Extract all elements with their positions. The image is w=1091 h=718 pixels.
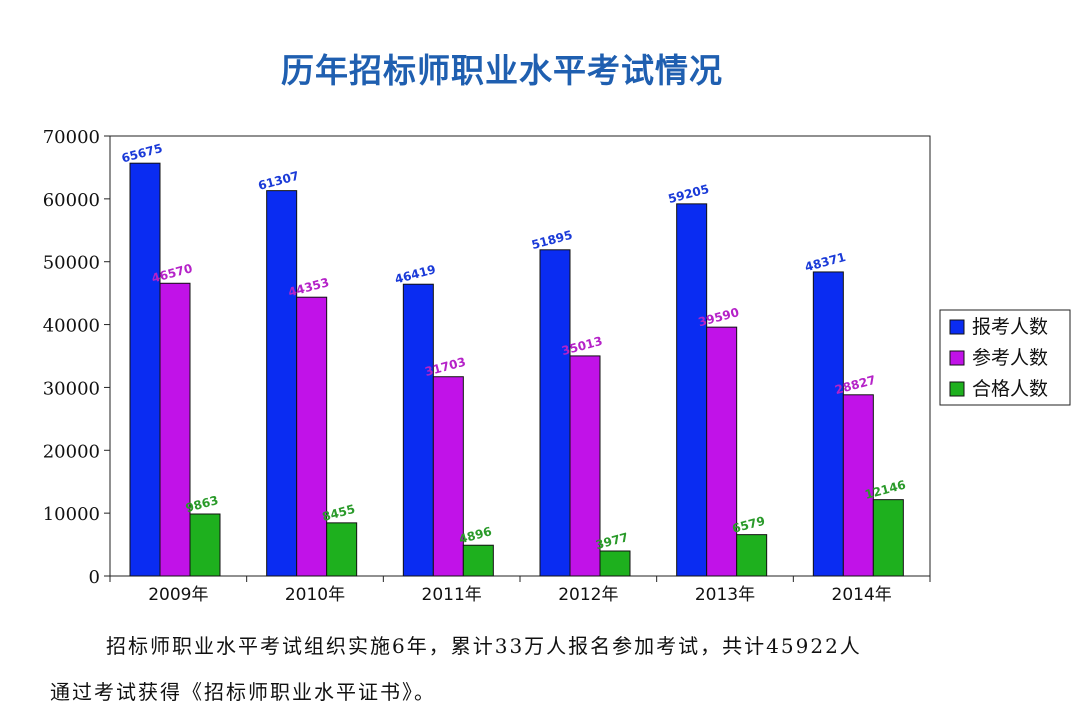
data-label: 51895 xyxy=(530,228,574,252)
y-tick-label: 30000 xyxy=(43,378,100,399)
data-label: 59205 xyxy=(667,182,711,206)
bar xyxy=(539,249,571,577)
bar xyxy=(872,499,904,577)
bar xyxy=(159,282,191,577)
legend-label: 参考人数 xyxy=(972,347,1048,369)
y-tick-label: 70000 xyxy=(43,127,100,148)
bar xyxy=(189,513,221,577)
legend-swatch xyxy=(949,381,965,397)
y-tick-label: 60000 xyxy=(43,190,100,211)
legend-label: 合格人数 xyxy=(972,378,1048,400)
bar xyxy=(736,534,768,577)
bar xyxy=(812,271,844,577)
bar-chart: 0 10000 20000 30000 40000 50000 60000 70000 200… xyxy=(43,127,1071,605)
data-label: 48371 xyxy=(803,250,847,274)
chart-title: 历年招标师职业水平考试情况 xyxy=(281,51,723,90)
y-tick-label: 0 xyxy=(89,567,100,588)
y-tick-label: 10000 xyxy=(43,504,100,525)
bar xyxy=(706,326,738,577)
legend-swatch xyxy=(949,350,965,366)
x-tick-label: 2013年 xyxy=(695,585,755,605)
bar xyxy=(599,550,631,577)
y-tick-label: 40000 xyxy=(43,316,100,337)
bar xyxy=(842,394,874,577)
plot-area-frame xyxy=(109,135,931,577)
x-tick-label: 2014年 xyxy=(832,585,892,605)
caption-line-1: 招标师职业水平考试组织实施6年，累计33万人报名参加考试，共计45922人 xyxy=(106,634,862,658)
bar xyxy=(462,544,494,577)
bar xyxy=(129,162,161,577)
y-tick-label: 20000 xyxy=(43,441,100,462)
bar xyxy=(296,296,328,577)
x-tick-label: 2011年 xyxy=(422,585,482,605)
legend-swatch xyxy=(949,319,965,335)
bars-layer xyxy=(129,162,904,577)
x-tick-label: 2012年 xyxy=(558,585,618,605)
bar xyxy=(326,522,358,577)
bar xyxy=(676,203,708,577)
bar xyxy=(266,190,298,577)
data-labels-layer: 6567561307464195189559205483714657044353… xyxy=(120,141,907,552)
y-tick-label: 50000 xyxy=(43,253,100,274)
y-axis: 0 10000 20000 30000 40000 50000 60000 70000 xyxy=(43,127,110,588)
data-label: 46419 xyxy=(393,262,437,286)
bar xyxy=(432,376,464,577)
bar xyxy=(402,283,434,577)
legend-label: 报考人数 xyxy=(972,316,1048,338)
x-tick-label: 2010年 xyxy=(285,585,345,605)
caption-line-2: 通过考试获得《招标师职业水平证书》。 xyxy=(50,680,436,704)
x-tick-label: 2009年 xyxy=(148,585,208,605)
data-label: 61307 xyxy=(257,169,301,193)
x-axis: 2009年 2010年 2011年 2012年 2013年 2014年 xyxy=(109,576,931,605)
data-label: 65675 xyxy=(120,141,164,165)
bar xyxy=(569,355,601,577)
